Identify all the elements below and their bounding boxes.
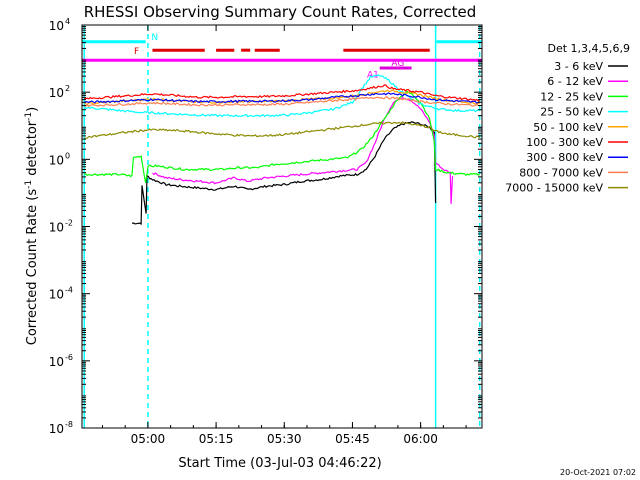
legend-label-2: 12 - 25 keV bbox=[540, 90, 603, 103]
x-tick-label-3: 05:45 bbox=[335, 432, 370, 446]
flag-label-0: N bbox=[151, 33, 158, 43]
series-line-8 bbox=[84, 121, 481, 139]
flag-label-3: AG bbox=[391, 59, 404, 69]
y-tick-label-4: 10 bbox=[49, 288, 64, 302]
flag-label-1: F bbox=[134, 47, 139, 57]
y-tick-exp-4: -4 bbox=[65, 286, 73, 295]
series-line-2 bbox=[84, 90, 480, 183]
y-tick-label-5: 10 bbox=[49, 355, 64, 369]
legend-label-8: 7000 - 15000 keV bbox=[505, 182, 603, 195]
legend-label-3: 25 - 50 keV bbox=[540, 106, 603, 119]
y-tick-exp-3: -2 bbox=[65, 219, 73, 228]
y-tick-exp-6: -8 bbox=[65, 420, 73, 429]
y-tick-label-0: 10 bbox=[49, 19, 64, 33]
series-line-5 bbox=[84, 84, 480, 102]
y-tick-exp-0: 4 bbox=[65, 17, 70, 26]
y-tick-label-6: 10 bbox=[49, 422, 64, 436]
series-line-6 bbox=[83, 92, 480, 104]
flag-label-4: A1 bbox=[367, 71, 379, 81]
series-line-0 bbox=[131, 121, 437, 226]
plot-frame bbox=[81, 24, 483, 429]
legend-title: Det 1,3,4,5,6,9 bbox=[547, 42, 630, 55]
y-tick-exp-5: -6 bbox=[65, 353, 73, 362]
y-tick-label-3: 10 bbox=[49, 221, 64, 235]
chart-title: RHESSI Observing Summary Count Rates, Co… bbox=[84, 3, 477, 21]
x-tick-label-1: 05:15 bbox=[199, 432, 234, 446]
y-tick-exp-2: 0 bbox=[65, 151, 70, 160]
y-tick-exp-1: 2 bbox=[65, 84, 70, 93]
footer-timestamp: 20-Oct-2021 07:02 bbox=[560, 468, 636, 477]
legend-label-4: 50 - 100 keV bbox=[533, 121, 603, 134]
y-axis-label: Corrected Count Rate (s-1 detector-1) bbox=[24, 107, 40, 345]
legend-label-7: 800 - 7000 keV bbox=[519, 166, 603, 179]
legend-label-0: 3 - 6 keV bbox=[554, 60, 603, 73]
legend-label-6: 300 - 800 keV bbox=[526, 151, 603, 164]
x-tick-label-2: 05:30 bbox=[267, 432, 302, 446]
series-line-7 bbox=[84, 96, 480, 108]
legend: 3 - 6 keV 6 - 12 keV 12 - 25 keV 25 - 50 ke… bbox=[505, 60, 628, 195]
x-tick-label-0: 05:00 bbox=[131, 432, 166, 446]
legend-label-5: 100 - 300 keV bbox=[526, 136, 603, 149]
x-axis-label: Start Time (03-Jul-03 04:46:22) bbox=[178, 456, 381, 471]
y-tick-label-2: 10 bbox=[49, 153, 64, 167]
legend-label-1: 6 - 12 keV bbox=[547, 75, 603, 88]
y-tick-label-1: 10 bbox=[49, 86, 64, 100]
x-tick-label-4: 06:00 bbox=[403, 432, 438, 446]
